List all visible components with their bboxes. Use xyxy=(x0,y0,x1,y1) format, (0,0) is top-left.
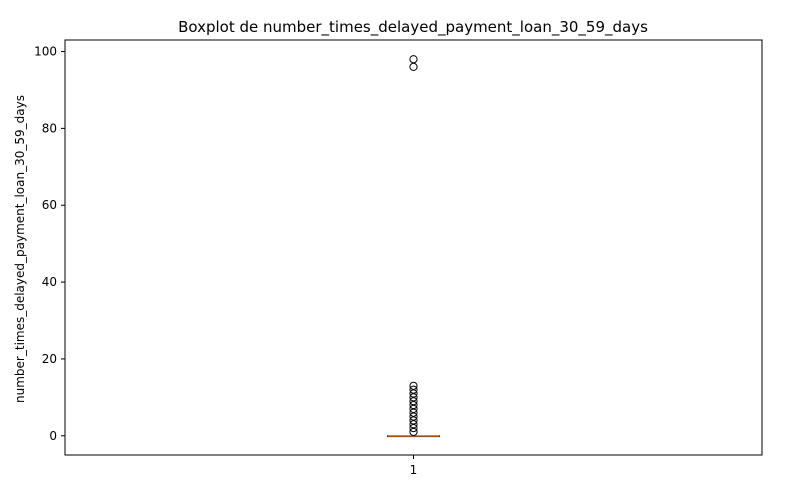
chart-title: Boxplot de number_times_delayed_payment_… xyxy=(178,18,648,37)
outlier-point xyxy=(409,381,418,390)
y-tick-label: 40 xyxy=(42,275,57,289)
y-tick-label: 0 xyxy=(49,429,57,443)
y-tick-label: 80 xyxy=(42,121,57,135)
outlier-point xyxy=(409,62,418,71)
y-tick-label: 60 xyxy=(42,198,57,212)
plot-frame xyxy=(64,39,763,456)
outlier-point xyxy=(409,385,418,394)
x-tick-label: 1 xyxy=(410,463,418,477)
y-axis-label: number_times_delayed_payment_loan_30_59_… xyxy=(13,95,27,403)
y-tick-label: 100 xyxy=(34,45,57,59)
x-axis: 1 xyxy=(410,455,418,477)
y-tick-label: 20 xyxy=(42,352,57,366)
plot-area xyxy=(387,55,440,438)
y-axis: 0 20 40 60 80 100 xyxy=(34,45,65,443)
outlier-point xyxy=(409,55,418,64)
